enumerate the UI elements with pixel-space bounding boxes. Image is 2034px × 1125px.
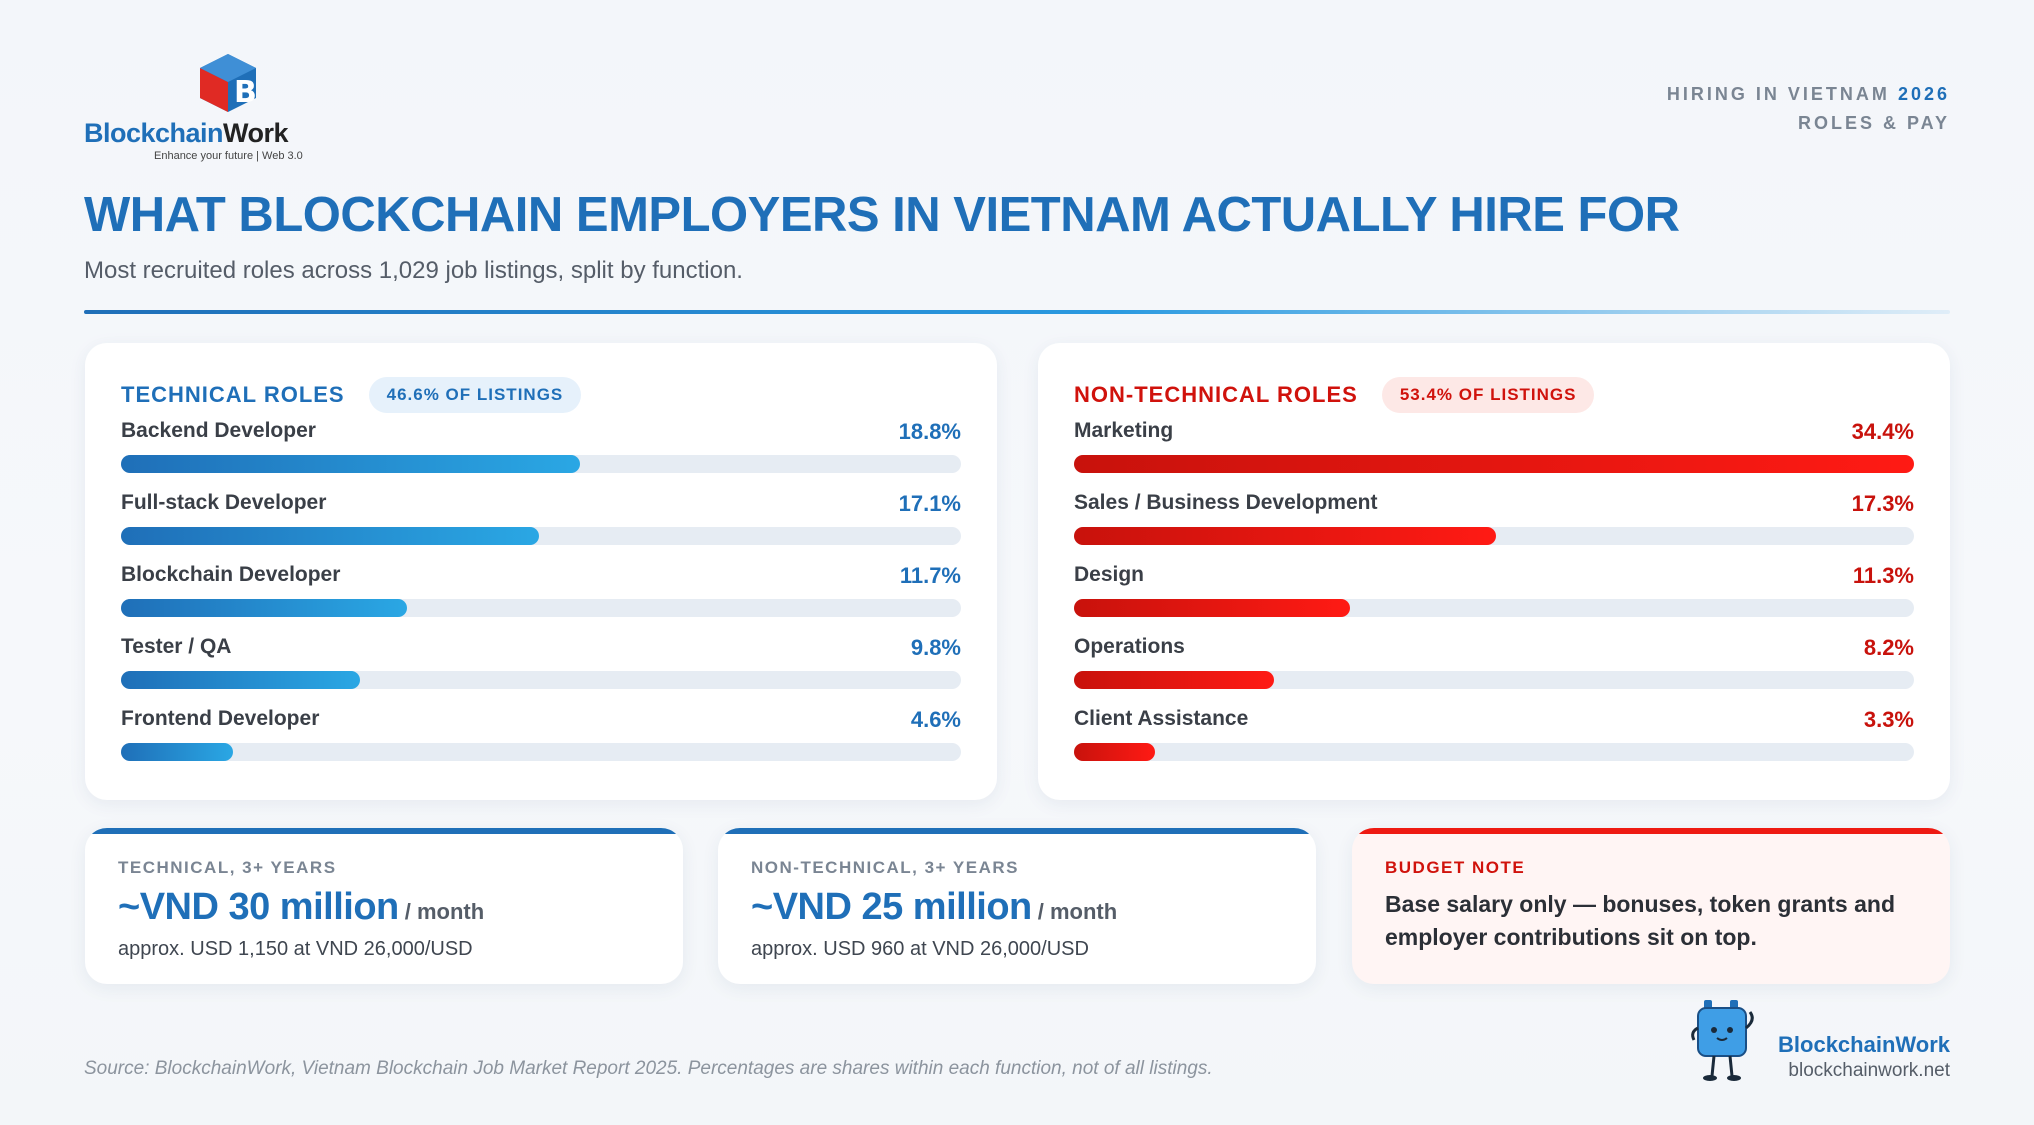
non-technical-bar bbox=[1074, 527, 1497, 545]
technical-bar bbox=[121, 743, 234, 761]
non-technical-roles-panel: NON-TECHNICAL ROLES 53.4% OF LISTINGS Ma… bbox=[1038, 343, 1950, 800]
technical-bar-row: Tester / QA 9.8% bbox=[121, 635, 961, 707]
technical-bar-label: Backend Developer bbox=[121, 419, 316, 442]
non-technical-bar-label: Marketing bbox=[1074, 419, 1174, 442]
technical-salary-unit: / month bbox=[404, 899, 485, 924]
non-technical-bar-row: Marketing 34.4% bbox=[1074, 419, 1914, 491]
technical-bar-row: Full-stack Developer 17.1% bbox=[121, 491, 961, 563]
non-technical-bar-row: Operations 8.2% bbox=[1074, 635, 1914, 707]
b-cube-logo-icon: B bbox=[200, 54, 257, 112]
technical-bar-value: 9.8% bbox=[910, 635, 961, 660]
technical-bar-row: Backend Developer 18.8% bbox=[121, 419, 961, 491]
non-technical-bar-value: 17.3% bbox=[1851, 491, 1914, 516]
technical-bar bbox=[121, 455, 581, 473]
technical-panel-header: TECHNICAL ROLES 46.6% OF LISTINGS bbox=[121, 377, 582, 413]
technical-bar-label: Tester / QA bbox=[121, 635, 232, 658]
technical-bar-label: Blockchain Developer bbox=[121, 563, 341, 586]
non-technical-salary-figure: ~VND 25 million / month bbox=[751, 886, 1117, 929]
non-technical-bar bbox=[1074, 599, 1350, 617]
non-technical-salary-amount: ~VND 25 million bbox=[751, 886, 1032, 928]
technical-bar-track bbox=[121, 455, 961, 473]
cube-mascot-icon bbox=[1691, 1000, 1754, 1081]
technical-salary-card: TECHNICAL, 3+ YEARS ~VND 30 million / mon… bbox=[85, 828, 683, 984]
page-title: WHAT BLOCKCHAIN EMPLOYERS IN VIETNAM ACT… bbox=[84, 188, 1680, 242]
non-technical-bar-label: Design bbox=[1074, 563, 1145, 586]
header-kicker: HIRING IN VIETNAM 2026 ROLES & PAY bbox=[1667, 80, 1950, 138]
non-technical-panel-title: NON-TECHNICAL ROLES bbox=[1074, 382, 1358, 407]
kicker-line-1: HIRING IN VIETNAM 2026 bbox=[1666, 84, 1950, 104]
technical-share-badge: 46.6% OF LISTINGS bbox=[368, 377, 582, 413]
non-technical-bar-track bbox=[1074, 743, 1914, 761]
non-technical-salary-kicker: NON-TECHNICAL, 3+ YEARS bbox=[751, 858, 1019, 877]
technical-bar-value: 11.7% bbox=[899, 563, 961, 588]
technical-roles-panel: TECHNICAL ROLES 46.6% OF LISTINGS Backen… bbox=[85, 343, 997, 800]
technical-bar-value: 17.1% bbox=[898, 491, 961, 516]
technical-bar-track bbox=[121, 743, 961, 761]
non-technical-bar-row: Sales / Business Development 17.3% bbox=[1074, 491, 1914, 563]
page-subtitle: Most recruited roles across 1,029 job li… bbox=[84, 257, 743, 284]
non-technical-bar-track bbox=[1074, 527, 1914, 545]
technical-bar-track bbox=[121, 671, 961, 689]
non-technical-salary-usd: approx. USD 960 at VND 26,000/USD bbox=[751, 938, 1089, 960]
technical-bar-value: 18.8% bbox=[898, 419, 961, 444]
technical-salary-amount: ~VND 30 million bbox=[118, 886, 399, 928]
svg-text:B: B bbox=[234, 75, 257, 110]
technical-bar-row: Frontend Developer 4.6% bbox=[121, 707, 961, 779]
non-technical-bar-value: 34.4% bbox=[1851, 419, 1914, 444]
technical-bar-value: 4.6% bbox=[910, 707, 961, 732]
non-technical-salary-unit: / month bbox=[1037, 899, 1118, 924]
brand-logo: B BlockchainWork Enhance your future | W… bbox=[84, 50, 304, 165]
non-technical-bar bbox=[1074, 455, 1914, 473]
non-technical-bar bbox=[1074, 743, 1155, 761]
non-technical-bar-row: Client Assistance 3.3% bbox=[1074, 707, 1914, 779]
non-technical-bar-track bbox=[1074, 455, 1914, 473]
technical-bar bbox=[121, 671, 361, 689]
source-note: Source: BlockchainWork, Vietnam Blockcha… bbox=[84, 1058, 1213, 1079]
logo-tagline: Enhance your future | Web 3.0 bbox=[154, 150, 303, 162]
non-technical-panel-header: NON-TECHNICAL ROLES 53.4% OF LISTINGS bbox=[1074, 377, 1595, 413]
non-technical-bar-value: 8.2% bbox=[1863, 635, 1914, 660]
non-technical-bar-label: Operations bbox=[1074, 635, 1185, 658]
non-technical-bar-chart: Marketing 34.4% Sales / Business Developme… bbox=[1074, 419, 1914, 779]
technical-panel-title: TECHNICAL ROLES bbox=[121, 382, 345, 407]
non-technical-bar-value: 3.3% bbox=[1863, 707, 1914, 732]
technical-bar-row: Blockchain Developer 11.7% bbox=[121, 563, 961, 635]
budget-note-kicker: BUDGET NOTE bbox=[1385, 858, 1526, 877]
non-technical-bar bbox=[1074, 671, 1275, 689]
technical-bar-label: Full-stack Developer bbox=[121, 491, 327, 514]
budget-note-text: Base salary only — bonuses, token grants… bbox=[1385, 891, 1895, 950]
technical-bar bbox=[121, 527, 539, 545]
non-technical-bar-track bbox=[1074, 671, 1914, 689]
technical-salary-usd: approx. USD 1,150 at VND 26,000/USD bbox=[118, 938, 473, 960]
title-divider bbox=[84, 310, 1950, 314]
non-technical-bar-label: Client Assistance bbox=[1074, 707, 1249, 730]
technical-salary-kicker: TECHNICAL, 3+ YEARS bbox=[118, 858, 337, 877]
non-technical-bar-value: 11.3% bbox=[1852, 563, 1914, 588]
non-technical-share-badge: 53.4% OF LISTINGS bbox=[1381, 377, 1595, 413]
budget-note-card: BUDGET NOTE Base salary only — bonuses, … bbox=[1352, 828, 1950, 984]
technical-salary-figure: ~VND 30 million / month bbox=[118, 886, 484, 929]
footer-brand-url: blockchainwork.net bbox=[1788, 1060, 1950, 1081]
non-technical-salary-card: NON-TECHNICAL, 3+ YEARS ~VND 25 million /… bbox=[718, 828, 1316, 984]
technical-bar-chart: Backend Developer 18.8% Full-stack Develop… bbox=[121, 419, 961, 779]
technical-bar bbox=[121, 599, 407, 617]
technical-bar-track bbox=[121, 527, 961, 545]
technical-bar-label: Frontend Developer bbox=[121, 707, 320, 730]
technical-bar-track bbox=[121, 599, 961, 617]
non-technical-bar-track bbox=[1074, 599, 1914, 617]
non-technical-bar-label: Sales / Business Development bbox=[1074, 491, 1378, 514]
non-technical-bar-row: Design 11.3% bbox=[1074, 563, 1914, 635]
kicker-line-2: ROLES & PAY bbox=[1797, 113, 1950, 133]
footer-brand-name: BlockchainWork bbox=[1778, 1032, 1950, 1057]
logo-wordmark: BlockchainWork bbox=[84, 118, 289, 148]
